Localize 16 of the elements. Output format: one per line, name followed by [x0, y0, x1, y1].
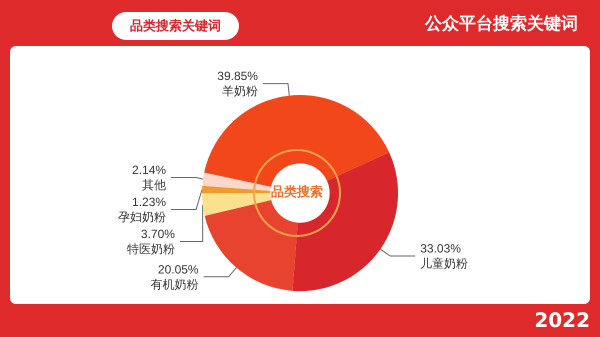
text: 2022 [534, 308, 590, 332]
data-label: 33.03% [420, 242, 462, 256]
data-label: 39.85% [217, 69, 258, 84]
data-label: 3.70% [140, 226, 176, 241]
slice-label: 儿童奶粉 [420, 256, 468, 271]
data-label: 1.23% [132, 194, 166, 209]
chart-subtitle: 品类搜索关键词 [112, 12, 239, 40]
slice-label: 有机奶粉 [150, 277, 199, 292]
text: 品类搜索 [270, 184, 324, 201]
slice-label: 羊奶粉 [222, 84, 258, 98]
data-label: 2.14% [132, 162, 166, 177]
text: 公众平台搜索关键词 [425, 13, 578, 35]
slice-label: 孕妇奶粉 [118, 210, 166, 224]
slice-label: 其他 [142, 178, 166, 192]
slice-label: 特医奶粉 [126, 242, 175, 256]
data-label: 20.05% [158, 262, 199, 276]
